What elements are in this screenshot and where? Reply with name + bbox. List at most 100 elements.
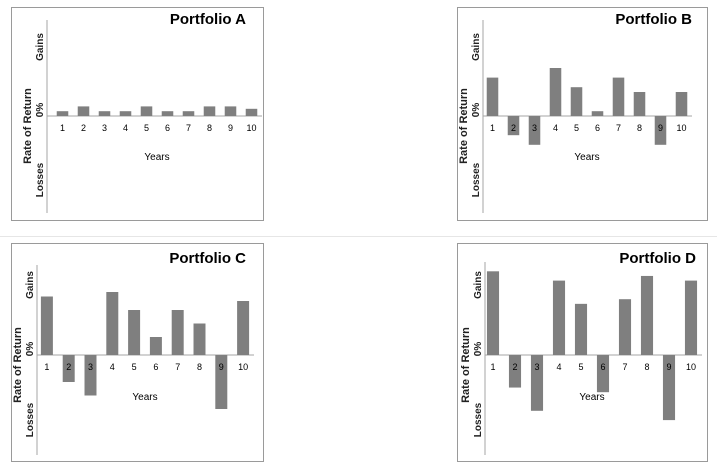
portfolio-b-x-tick-1: 1: [490, 123, 495, 133]
portfolio-b-frame: [457, 7, 708, 221]
portfolio-b-bar-2: [507, 116, 520, 136]
portfolio-a-x-tick-6: 6: [165, 123, 170, 133]
portfolio-c-title: Portfolio C: [169, 250, 246, 267]
portfolio-b-title: Portfolio B: [615, 11, 692, 28]
portfolio-b-x-tick-8: 8: [637, 123, 642, 133]
portfolio-d-x-tick-5: 5: [578, 362, 583, 372]
portfolio-c-bar-8: [193, 323, 206, 355]
portfolio-d-y-tick-zero: 0%: [473, 342, 484, 357]
portfolio-a-bar-1: [56, 111, 69, 116]
portfolio-a-x-tick-1: 1: [60, 123, 65, 133]
portfolio-b-y-axis-label: Rate of Return: [458, 88, 470, 164]
portfolio-c-y-tick-gains: Gains: [25, 271, 36, 299]
portfolio-c-x-tick-6: 6: [153, 362, 158, 372]
portfolio-b-y-tick-zero: 0%: [471, 103, 482, 118]
portfolio-c-x-tick-7: 7: [175, 362, 180, 372]
portfolio-d-bar-2: [508, 355, 522, 388]
portfolio-d-bar-8: [640, 275, 654, 355]
portfolio-b-x-tick-4: 4: [553, 123, 558, 133]
portfolio-b-x-tick-10: 10: [676, 123, 686, 133]
portfolio-d-x-tick-6: 6: [600, 362, 605, 372]
portfolio-d-bar-7: [618, 299, 632, 355]
portfolio-a-bar-7: [182, 111, 195, 116]
portfolio-d-y-axis-label: Rate of Return: [460, 327, 472, 403]
portfolio-b-bar-7: [612, 77, 625, 116]
portfolio-a-x-tick-2: 2: [81, 123, 86, 133]
portfolio-a-bar-6: [161, 111, 174, 116]
portfolio-a-bar-9: [224, 106, 237, 116]
portfolio-b-bar-4: [549, 68, 562, 116]
portfolio-d-bar-5: [574, 303, 588, 355]
portfolio-c-bar-10: [237, 301, 250, 355]
panel-divider: [0, 236, 717, 237]
portfolio-a-x-axis-label: Years: [144, 152, 169, 163]
portfolio-b-y-tick-gains: Gains: [471, 33, 482, 61]
portfolio-b-bar-8: [633, 92, 646, 116]
portfolio-c-x-axis-label: Years: [132, 392, 157, 403]
portfolio-d-y-tick-gains: Gains: [473, 271, 484, 299]
portfolio-c-y-tick-losses: Losses: [25, 402, 36, 437]
portfolio-a-x-tick-10: 10: [246, 123, 256, 133]
portfolio-d-bar-1: [486, 271, 500, 355]
portfolio-a-y-tick-losses: Losses: [35, 162, 46, 197]
portfolio-c-x-tick-3: 3: [88, 362, 93, 372]
portfolio-c-x-tick-5: 5: [132, 362, 137, 372]
portfolio-d-x-axis-label: Years: [579, 392, 604, 403]
portfolio-d-x-tick-9: 9: [666, 362, 671, 372]
portfolio-d-frame: [457, 243, 708, 462]
portfolio-c-x-tick-1: 1: [44, 362, 49, 372]
portfolio-c-bar-5: [128, 310, 141, 355]
portfolio-d-bar-6: [596, 355, 610, 393]
portfolio-d-x-tick-4: 4: [556, 362, 561, 372]
portfolio-a-x-tick-9: 9: [228, 123, 233, 133]
portfolio-d-bar-9: [662, 355, 676, 421]
portfolio-b-bar-9: [654, 116, 667, 145]
portfolio-a-bar-2: [77, 106, 90, 116]
portfolio-b-x-tick-5: 5: [574, 123, 579, 133]
portfolio-c-y-tick-zero: 0%: [25, 342, 36, 357]
portfolio-d-bar-3: [530, 355, 544, 411]
portfolio-a-bar-8: [203, 106, 216, 116]
portfolio-c-x-tick-2: 2: [66, 362, 71, 372]
portfolio-c-bar-4: [106, 292, 119, 355]
portfolio-d-title: Portfolio D: [619, 250, 696, 267]
portfolio-b-bar-5: [570, 87, 583, 116]
portfolio-a-y-axis-label: Rate of Return: [22, 88, 34, 164]
portfolio-d-x-tick-7: 7: [622, 362, 627, 372]
portfolio-d-y-tick-losses: Losses: [473, 402, 484, 437]
portfolio-a-bar-3: [98, 111, 111, 116]
portfolio-c-bar-2: [62, 355, 75, 382]
portfolio-c-bar-7: [171, 310, 184, 355]
portfolio-c-bar-3: [84, 355, 97, 396]
portfolio-a-x-tick-5: 5: [144, 123, 149, 133]
portfolio-d-bar-4: [552, 280, 566, 355]
portfolio-c-x-tick-8: 8: [197, 362, 202, 372]
portfolio-c-y-axis-label: Rate of Return: [12, 327, 24, 403]
portfolio-b-x-tick-9: 9: [658, 123, 663, 133]
portfolio-b-bar-6: [591, 111, 604, 116]
portfolio-d-x-tick-2: 2: [512, 362, 517, 372]
portfolio-a-bar-10: [245, 108, 258, 116]
portfolio-b-x-tick-3: 3: [532, 123, 537, 133]
portfolio-b-x-tick-2: 2: [511, 123, 516, 133]
portfolio-c-bar-9: [215, 355, 228, 409]
portfolio-a-y-tick-zero: 0%: [35, 103, 46, 118]
portfolio-c-bar-6: [149, 337, 162, 355]
portfolio-c-bar-1: [40, 296, 53, 355]
portfolio-c-x-tick-9: 9: [219, 362, 224, 372]
portfolio-a-x-tick-7: 7: [186, 123, 191, 133]
portfolio-b-bar-3: [528, 116, 541, 145]
portfolio-d-x-tick-1: 1: [490, 362, 495, 372]
portfolio-c-x-tick-4: 4: [110, 362, 115, 372]
portfolio-b-bar-10: [675, 92, 688, 116]
portfolio-d-bar-10: [684, 280, 698, 355]
portfolio-d-x-tick-3: 3: [534, 362, 539, 372]
portfolio-a-bar-4: [119, 111, 132, 116]
portfolio-a-y-tick-gains: Gains: [35, 33, 46, 61]
portfolio-a-frame: [11, 7, 264, 221]
portfolio-b-x-tick-7: 7: [616, 123, 621, 133]
